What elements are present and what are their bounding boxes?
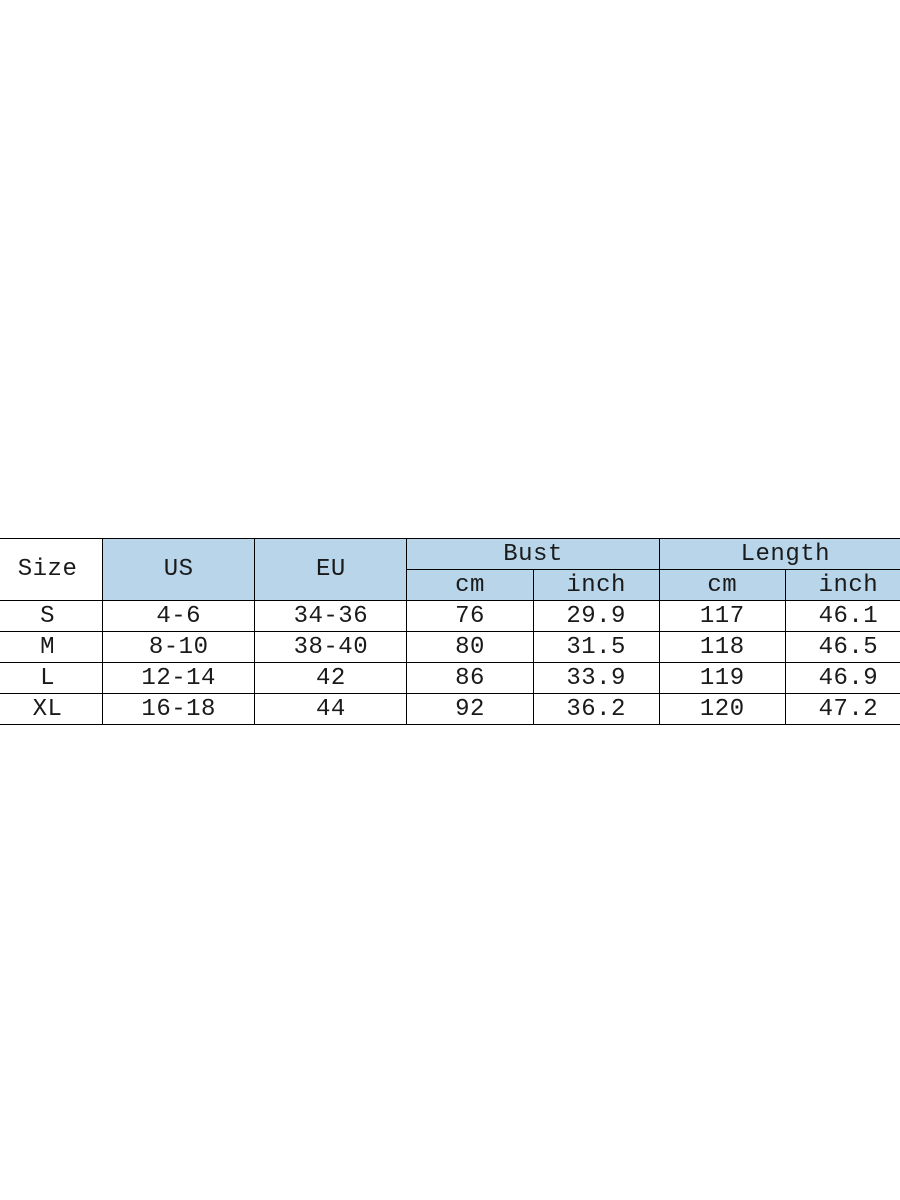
table-row: M 8-10 38-40 80 31.5 118 46.5 xyxy=(0,632,900,663)
cell-bust-cm: 86 xyxy=(407,663,533,694)
page-canvas: Size US EU Bust Length cm inch cm inch S… xyxy=(0,0,900,1200)
table-row: S 4-6 34-36 76 29.9 117 46.1 xyxy=(0,601,900,632)
cell-len-cm: 117 xyxy=(659,601,785,632)
cell-us: 4-6 xyxy=(103,601,255,632)
header-length-inch: inch xyxy=(785,570,900,601)
header-us: US xyxy=(103,539,255,601)
cell-us: 12-14 xyxy=(103,663,255,694)
header-bust: Bust xyxy=(407,539,659,570)
size-chart-wrap: Size US EU Bust Length cm inch cm inch S… xyxy=(0,538,900,725)
cell-len-in: 47.2 xyxy=(785,694,900,725)
table-header: Size US EU Bust Length cm inch cm inch xyxy=(0,539,900,601)
cell-len-in: 46.5 xyxy=(785,632,900,663)
cell-us: 16-18 xyxy=(103,694,255,725)
cell-eu: 38-40 xyxy=(255,632,407,663)
cell-len-in: 46.9 xyxy=(785,663,900,694)
cell-size: S xyxy=(0,601,103,632)
cell-bust-in: 33.9 xyxy=(533,663,659,694)
cell-eu: 34-36 xyxy=(255,601,407,632)
header-bust-cm: cm xyxy=(407,570,533,601)
cell-eu: 42 xyxy=(255,663,407,694)
cell-len-cm: 119 xyxy=(659,663,785,694)
cell-size: L xyxy=(0,663,103,694)
cell-bust-in: 31.5 xyxy=(533,632,659,663)
cell-us: 8-10 xyxy=(103,632,255,663)
size-chart-table: Size US EU Bust Length cm inch cm inch S… xyxy=(0,538,900,725)
cell-bust-cm: 92 xyxy=(407,694,533,725)
cell-bust-in: 29.9 xyxy=(533,601,659,632)
cell-len-cm: 118 xyxy=(659,632,785,663)
table-row: XL 16-18 44 92 36.2 120 47.2 xyxy=(0,694,900,725)
header-length-cm: cm xyxy=(659,570,785,601)
cell-size: XL xyxy=(0,694,103,725)
cell-bust-cm: 76 xyxy=(407,601,533,632)
cell-bust-cm: 80 xyxy=(407,632,533,663)
cell-len-cm: 120 xyxy=(659,694,785,725)
cell-size: M xyxy=(0,632,103,663)
header-length: Length xyxy=(659,539,900,570)
table-body: S 4-6 34-36 76 29.9 117 46.1 M 8-10 38-4… xyxy=(0,601,900,725)
header-bust-inch: inch xyxy=(533,570,659,601)
header-size: Size xyxy=(0,539,103,601)
table-row: L 12-14 42 86 33.9 119 46.9 xyxy=(0,663,900,694)
cell-bust-in: 36.2 xyxy=(533,694,659,725)
header-eu: EU xyxy=(255,539,407,601)
cell-eu: 44 xyxy=(255,694,407,725)
cell-len-in: 46.1 xyxy=(785,601,900,632)
